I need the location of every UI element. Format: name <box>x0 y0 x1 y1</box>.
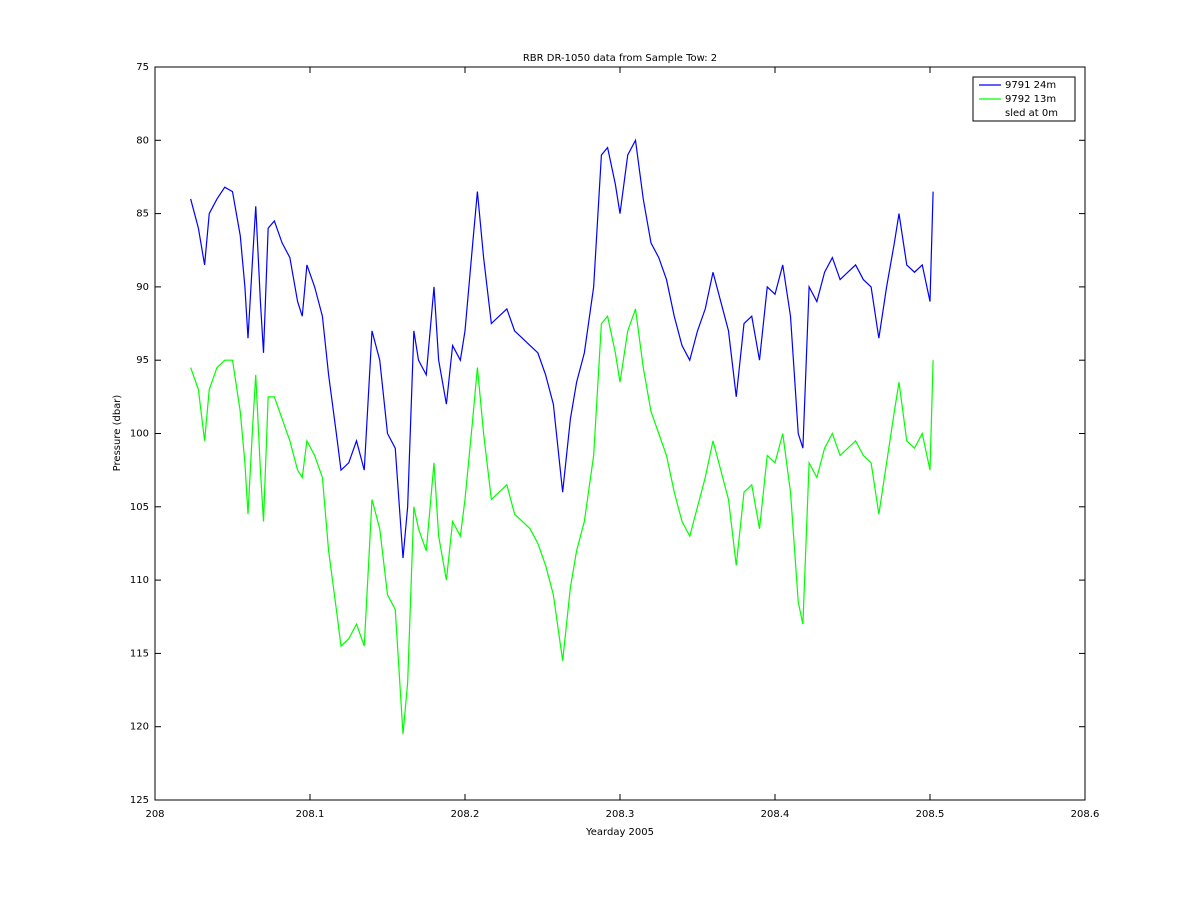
y-tick-label: 125 <box>130 795 149 806</box>
x-tick-label: 208 <box>145 809 164 820</box>
y-axis-label: Pressure (dbar) <box>112 395 123 472</box>
y-tick-label: 100 <box>130 429 149 440</box>
y-tick-label: 80 <box>136 135 149 146</box>
line-series <box>190 138 934 559</box>
x-tick-label: 208.5 <box>916 809 945 820</box>
legend: 9791 24m 9792 13m sled at 0m <box>972 76 1076 122</box>
x-tick-label: 208.3 <box>606 809 635 820</box>
y-tick-label: 75 <box>136 62 149 73</box>
legend-label: 9791 24m <box>1005 80 1056 91</box>
legend-label: 9792 13m <box>1005 94 1056 105</box>
y-tick-label: 95 <box>136 355 149 366</box>
x-tick-label: 208.2 <box>451 809 480 820</box>
y-tick-label: 105 <box>130 502 149 513</box>
x-tick-label: 208.4 <box>761 809 790 820</box>
legend-label: sled at 0m <box>1005 108 1058 119</box>
x-axis-label: Yearday 2005 <box>585 827 654 838</box>
y-tick-label: 120 <box>130 722 149 733</box>
y-tick-label: 85 <box>136 209 149 220</box>
chart-title: RBR DR-1050 data from Sample Tow: 2 <box>523 53 717 64</box>
x-tick-label: 208.6 <box>1071 809 1100 820</box>
y-tick-label: 110 <box>130 575 149 586</box>
line-series <box>190 308 934 735</box>
y-tick-label: 90 <box>136 282 149 293</box>
x-tick-label: 208.1 <box>296 809 325 820</box>
plot-frame <box>154 66 1086 801</box>
y-tick-label: 115 <box>130 648 149 659</box>
